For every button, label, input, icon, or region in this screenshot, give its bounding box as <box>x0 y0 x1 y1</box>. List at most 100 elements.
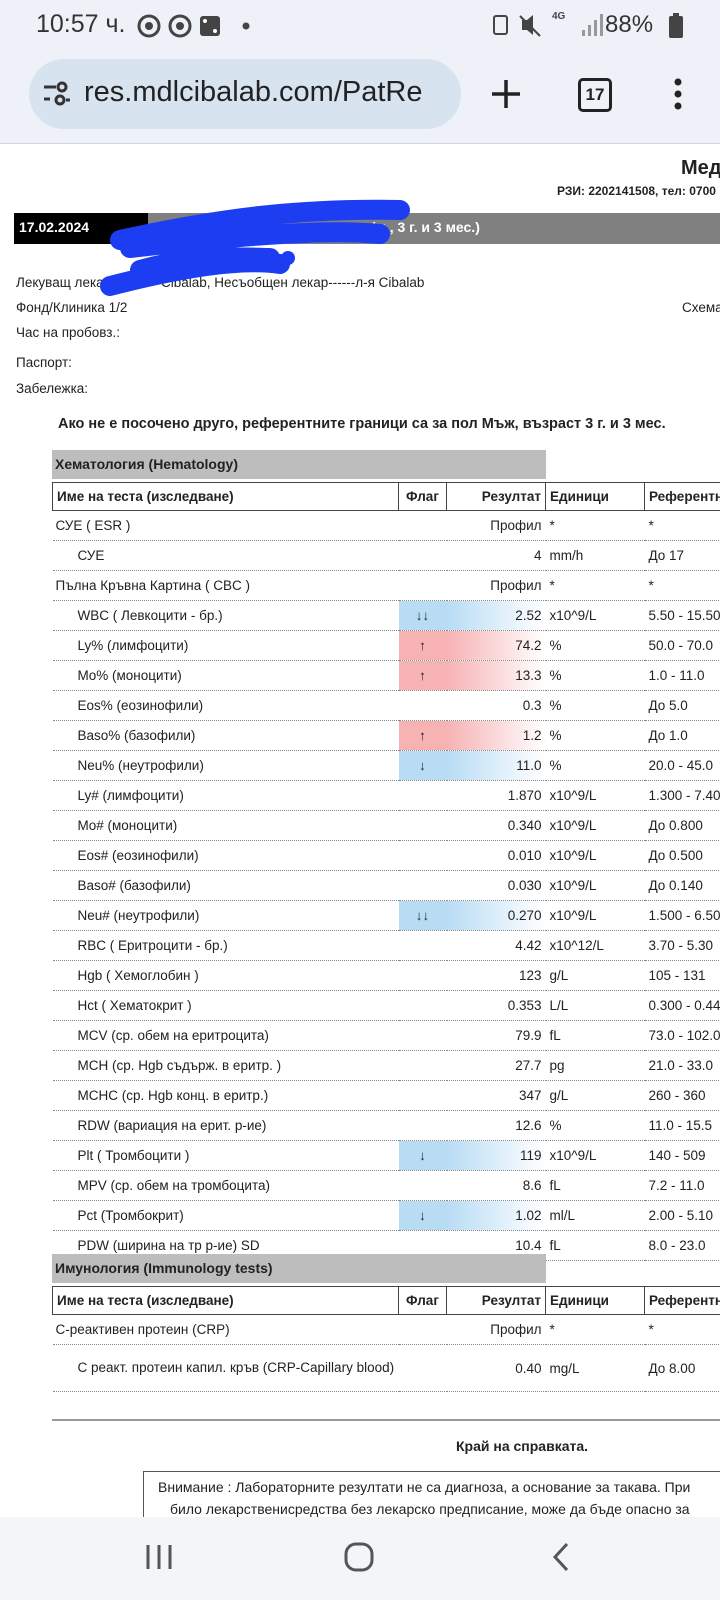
flag <box>398 1020 447 1051</box>
flag <box>398 1344 447 1392</box>
result-row: Ly# (лимфоцити) 1.870 x10^9/L 1.300 - 7.40 <box>52 780 720 811</box>
flag <box>398 1314 447 1345</box>
system-icons <box>493 15 541 37</box>
result: 0.270 <box>446 900 546 931</box>
result: 1.02 <box>446 1200 546 1231</box>
separator <box>52 1419 720 1421</box>
header-row: Име на теста (изследване) Флаг Резултат Еди… <box>52 482 720 511</box>
test-name: Baso# (базофили) <box>52 870 399 901</box>
reference-note: Ако не е посочено друго, референтните гр… <box>58 416 666 432</box>
result: 347 <box>446 1080 546 1111</box>
flag <box>398 570 447 601</box>
result: 13.3 <box>446 660 546 691</box>
lab-title: Мед <box>681 157 720 179</box>
result-row: WBC ( Левкоцити - бр.) ↓↓ 2.52 x10^9/L 5.50 … <box>52 600 720 631</box>
test-name: Mo% (моноцити) <box>52 660 399 691</box>
network-type: 4G <box>552 11 566 22</box>
flag: ↑ <box>398 720 447 751</box>
column-header: Флаг <box>398 1286 447 1315</box>
result-row: СУЕ 4 mm/h До 17 <box>52 540 720 571</box>
result: 4 <box>446 540 546 571</box>
result: 8.6 <box>446 1170 546 1201</box>
menu-button[interactable] <box>670 76 686 112</box>
unit: x10^9/L <box>545 870 645 901</box>
note: Забележка: <box>16 381 89 396</box>
new-tab-button[interactable] <box>490 78 522 110</box>
results-table: Име на теста (изследване) Флаг Резултат Еди… <box>52 1286 720 1392</box>
unit: x10^9/L <box>545 1140 645 1171</box>
test-name: Eos# (еозинофили) <box>52 840 399 871</box>
unit: % <box>545 1110 645 1141</box>
column-header: Единици <box>545 1286 645 1315</box>
reference-range: 2.00 - 5.10 <box>644 1200 720 1231</box>
result-row: Eos# (еозинофили) 0.010 x10^9/L До 0.500 <box>52 840 720 871</box>
unit: % <box>545 690 645 721</box>
result-row: MCH (ср. Hgb съдърж. в еритр. ) 27.7 pg 21.… <box>52 1050 720 1081</box>
column-header: Име на теста (изследване) <box>52 1286 399 1315</box>
flag: ↑ <box>398 630 447 661</box>
result: 27.7 <box>446 1050 546 1081</box>
result: Профил <box>446 1314 546 1345</box>
url-text[interactable]: res.mdlcibalab.com/PatRe <box>84 76 423 108</box>
unit: ml/L <box>545 1200 645 1231</box>
reference-range: До 0.140 <box>644 870 720 901</box>
fund: Фонд/Клиника 1/2 <box>16 300 128 315</box>
result: 0.353 <box>446 990 546 1021</box>
result-row: Plt ( Тромбоцити ) ↓ 119 x10^9/L 140 - 509 <box>52 1140 720 1171</box>
result: 4.42 <box>446 930 546 961</box>
test-name: Baso% (базофили) <box>52 720 399 751</box>
result-row: Hct ( Хематокрит ) 0.353 L/L 0.300 - 0.44 <box>52 990 720 1021</box>
result-row: Mo% (моноцити) ↑ 13.3% 1.0 - 11.0 <box>52 660 720 691</box>
site-settings-icon[interactable] <box>42 81 72 107</box>
tab-switcher[interactable]: 17 <box>578 78 612 112</box>
unit: x10^9/L <box>545 900 645 931</box>
doctor-label: Лекуващ лекар <box>16 275 112 290</box>
reference-range: До 1.0 <box>644 720 720 751</box>
column-header: Резултат <box>446 1286 546 1315</box>
result: 119 <box>446 1140 546 1171</box>
test-name: WBC ( Левкоцити - бр.) <box>52 600 399 631</box>
recents-button[interactable] <box>145 1542 173 1572</box>
flag <box>398 510 447 541</box>
reference-range: 7.2 - 11.0 <box>644 1170 720 1201</box>
battery-level: 88% <box>605 11 654 38</box>
unit: g/L <box>545 960 645 991</box>
reference-range: 5.50 - 15.50 <box>644 600 720 631</box>
lab-contacts: РЗИ: 2202141508, тел: 0700 <box>557 184 716 198</box>
reference-range: 20.0 - 45.0 <box>644 750 720 781</box>
unit: * <box>545 510 645 541</box>
result-row: RDW (вариация на ерит. р-ие) 12.6% 11.0 - … <box>52 1110 720 1141</box>
test-name: MPV (ср. обем на тромбоцита) <box>52 1170 399 1201</box>
passport: Паспорт: <box>16 355 72 370</box>
flag <box>398 1170 447 1201</box>
unit: mg/L <box>545 1344 645 1392</box>
flag: ↓ <box>398 750 447 781</box>
result: 1.870 <box>446 780 546 811</box>
back-button[interactable] <box>551 1542 571 1572</box>
sample-time: Час на пробовз.: <box>16 325 120 340</box>
flag <box>398 870 447 901</box>
unit: x10^9/L <box>545 810 645 841</box>
result-row: С-реактивен протеин (CRP) Профил * * <box>52 1314 720 1345</box>
result-row: MCHC (ср. Hgb конц. в еритр.) 347 g/L 260 -… <box>52 1080 720 1111</box>
unit: fL <box>545 1230 645 1261</box>
reference-range: 50.0 - 70.0 <box>644 630 720 661</box>
url-bar[interactable] <box>29 59 461 129</box>
reference-range: * <box>644 510 720 541</box>
column-header: Референтн <box>644 482 720 511</box>
result: 0.3 <box>446 690 546 721</box>
result-row: С реакт. протеин капил. кръв (CRP-Capill… <box>52 1344 720 1392</box>
unit: % <box>545 750 645 781</box>
test-name: Ly# (лимфоцити) <box>52 780 399 811</box>
test-name: Пълна Кръвна Картина ( CBC ) <box>52 570 399 601</box>
unit: % <box>545 720 645 751</box>
warning-line: било лекарственисредства без лекарско пр… <box>170 1501 690 1517</box>
test-name: Neu% (неутрофили) <box>52 750 399 781</box>
flag <box>398 960 447 991</box>
unit: * <box>545 570 645 601</box>
result: 2.52 <box>446 600 546 631</box>
home-button[interactable] <box>344 1542 374 1572</box>
reference-range: 1.500 - 6.50 <box>644 900 720 931</box>
test-name: С-реактивен протеин (CRP) <box>52 1314 399 1345</box>
